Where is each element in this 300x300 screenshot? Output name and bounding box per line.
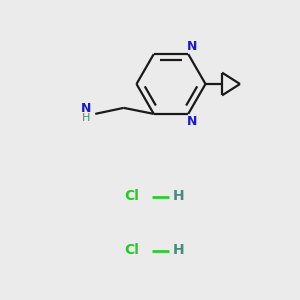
Text: Cl: Cl — [124, 244, 140, 257]
Text: Cl: Cl — [124, 190, 140, 203]
Text: N: N — [187, 115, 198, 128]
Text: H: H — [173, 244, 184, 257]
Text: N: N — [80, 102, 91, 115]
Text: H: H — [173, 190, 184, 203]
Text: N: N — [187, 40, 198, 53]
Text: H: H — [82, 113, 90, 123]
